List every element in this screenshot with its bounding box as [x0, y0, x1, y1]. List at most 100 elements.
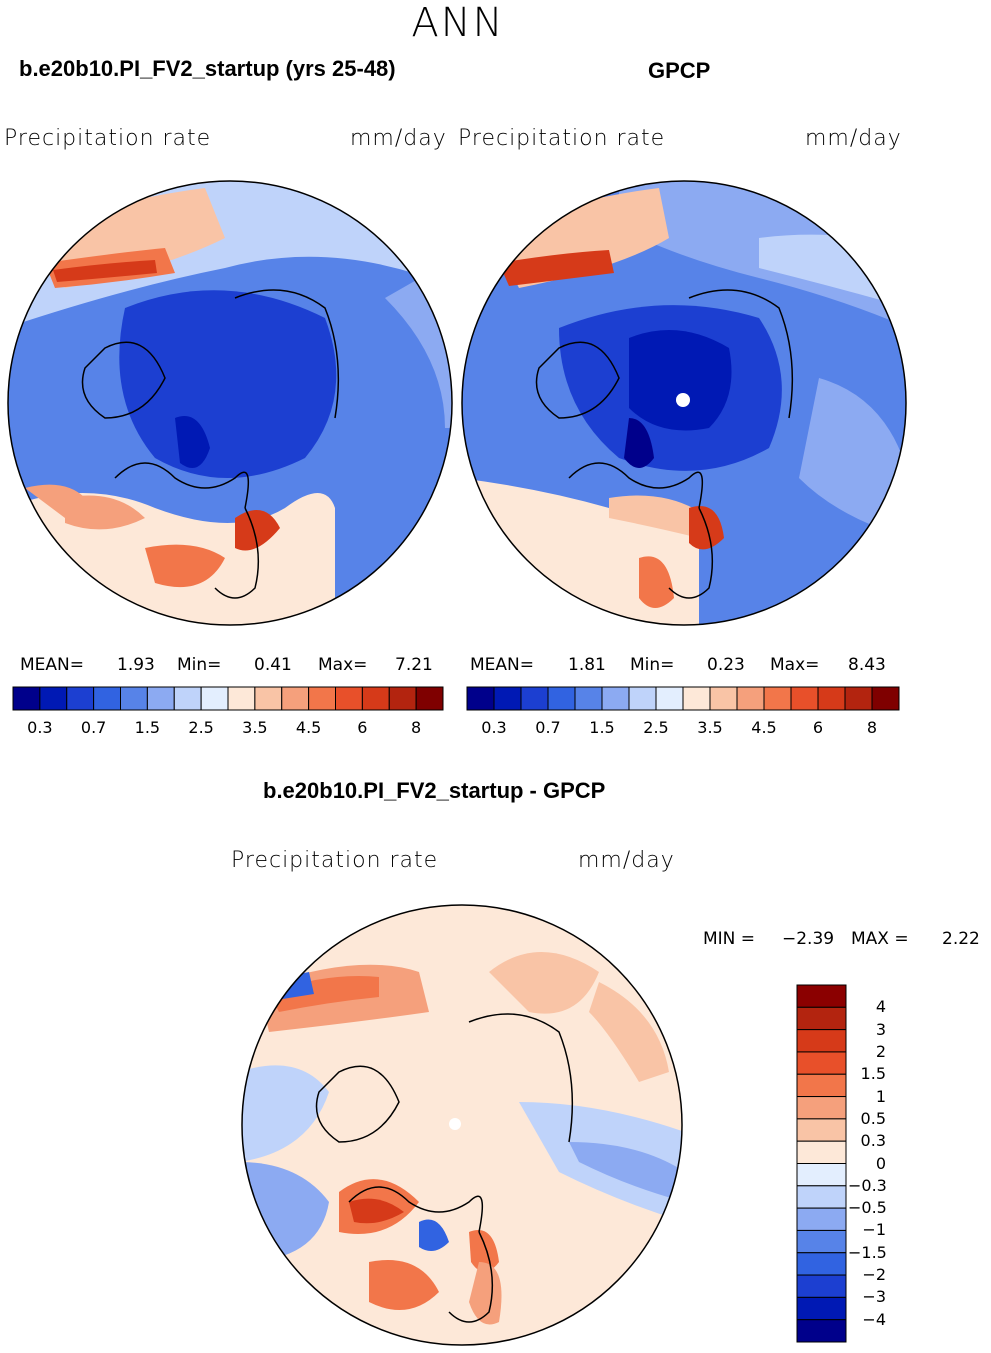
colorbar-difference: [796, 984, 847, 1343]
colorbar-tick-label: −0.3: [848, 1175, 887, 1195]
colorbar-tick-label: 4.5: [295, 718, 322, 737]
colorbar-tick-label: −1.5: [848, 1242, 887, 1262]
panel-2-min-label: Min=: [630, 655, 675, 675]
panel-2-max-label: Max=: [770, 655, 820, 675]
colorbar-swatch: [415, 686, 444, 711]
colorbar-tick-label: −1: [862, 1220, 886, 1240]
colorbar-swatch: [93, 686, 121, 711]
colorbar-tick-label: 1.5: [134, 718, 161, 737]
panel-1-units: mm/day: [350, 126, 447, 151]
diff-min: −2.39: [782, 929, 835, 949]
panel-1-mean: 1.93: [117, 655, 155, 675]
colorbar-gpcp: [466, 686, 900, 711]
panel-1-min-label: Min=: [177, 655, 222, 675]
panel-1-mean-label: MEAN=: [20, 655, 84, 675]
colorbar-swatch: [173, 686, 202, 711]
colorbar-swatch: [796, 1296, 847, 1321]
colorbar-tick-label: 0.3: [27, 718, 53, 737]
colorbar-tick-label: 2.5: [643, 718, 669, 737]
diff-units: mm/day: [578, 848, 675, 873]
colorbar-tick-label: 2.5: [188, 718, 214, 737]
panel-2-mean: 1.81: [568, 655, 606, 675]
colorbar-swatch: [763, 686, 792, 711]
colorbar-swatch: [12, 686, 41, 711]
colorbar-tick-label: 0: [875, 1153, 886, 1173]
colorbar-swatch: [308, 686, 336, 711]
colorbar-swatch: [736, 686, 765, 711]
colorbar-swatch: [281, 686, 310, 711]
panel-1-case-title: b.e20b10.PI_FV2_startup (yrs 25-48): [19, 56, 396, 81]
panel-2-units: mm/day: [805, 126, 902, 151]
colorbar-swatch: [146, 686, 175, 711]
colorbar-tick-label: 8: [411, 718, 422, 737]
polar-map-model: [7, 180, 453, 626]
colorbar-tick-label: −4: [862, 1309, 886, 1329]
panel-1-max-label: Max=: [318, 655, 368, 675]
colorbar-swatch: [547, 686, 576, 711]
colorbar-swatch: [871, 686, 900, 711]
colorbar-swatch: [796, 1073, 847, 1098]
colorbar-swatch: [796, 1274, 847, 1298]
diff-min-label: MIN =: [703, 929, 756, 949]
diff-max-label: MAX =: [851, 929, 909, 949]
diff-variable: Precipitation rate: [231, 848, 439, 873]
colorbar-tick-label: 0.5: [860, 1108, 886, 1128]
colorbar-swatch: [361, 686, 390, 711]
colorbar-swatch: [796, 1163, 847, 1187]
colorbar-tick-label: −0.5: [848, 1198, 887, 1218]
colorbar-tick-label: 6: [812, 718, 824, 737]
colorbar-swatch: [39, 686, 68, 711]
colorbar-swatch: [66, 686, 95, 711]
colorbar-swatch: [796, 1140, 847, 1164]
colorbar-tick-label: 0.7: [535, 718, 561, 737]
colorbar-tick-label: 4.5: [751, 718, 777, 737]
colorbar-swatch: [493, 686, 522, 711]
colorbar-tick-label: 0.3: [481, 718, 507, 737]
colorbar-swatch: [254, 686, 283, 711]
colorbar-swatch: [796, 1006, 847, 1031]
colorbar-tick-label: 0.3: [860, 1131, 886, 1151]
colorbar-tick-label: 3.5: [697, 718, 723, 737]
diff-title: b.e20b10.PI_FV2_startup - GPCP: [263, 778, 606, 803]
colorbar-tick-label: 1.5: [860, 1064, 886, 1084]
diff-max: 2.22: [942, 929, 980, 949]
colorbar-swatch: [655, 686, 684, 711]
colorbar-swatch: [796, 1252, 847, 1276]
colorbar-swatch: [796, 1029, 847, 1053]
colorbar-swatch: [796, 1185, 847, 1209]
colorbar-tick-label: 1.5: [589, 718, 615, 737]
colorbar-tick-label: −3: [862, 1287, 886, 1307]
colorbar-swatch: [466, 686, 495, 711]
panel-1-max: 7.21: [395, 655, 433, 675]
colorbar-swatch: [796, 984, 847, 1008]
colorbar-swatch: [790, 686, 819, 711]
colorbar-swatch: [796, 1207, 847, 1231]
panel-2-min: 0.23: [707, 655, 745, 675]
season-title: ANN: [411, 0, 505, 46]
colorbar-swatch: [601, 686, 630, 711]
panel-2-mean-label: MEAN=: [470, 655, 534, 675]
colorbar-swatch: [709, 686, 738, 711]
colorbar-tick-label: 3.5: [242, 718, 268, 737]
colorbar-swatch: [574, 686, 603, 711]
colorbar-tick-label: 1: [875, 1086, 886, 1106]
colorbar-swatch: [628, 686, 657, 711]
panel-2-variable: Precipitation rate: [458, 126, 666, 151]
panel-2-max: 8.43: [848, 655, 886, 675]
colorbar-swatch: [388, 686, 417, 711]
panel-1-min: 0.41: [254, 655, 292, 675]
colorbar-model: [12, 686, 444, 711]
colorbar-tick-label: 4: [875, 997, 886, 1017]
colorbar-swatch: [844, 686, 873, 711]
colorbar-tick-label: 0.7: [80, 718, 107, 737]
colorbar-tick-label: 2: [875, 1041, 886, 1061]
colorbar-tick-label: 3: [875, 1019, 886, 1039]
colorbar-swatch: [227, 686, 256, 711]
colorbar-swatch: [817, 686, 846, 711]
colorbar-swatch: [520, 686, 549, 711]
colorbar-swatch: [796, 1051, 847, 1075]
colorbar-swatch: [335, 686, 363, 711]
colorbar-swatch: [796, 1118, 847, 1142]
colorbar-tick-label: 8: [866, 718, 878, 737]
panel-2-case-title: GPCP: [648, 58, 711, 83]
